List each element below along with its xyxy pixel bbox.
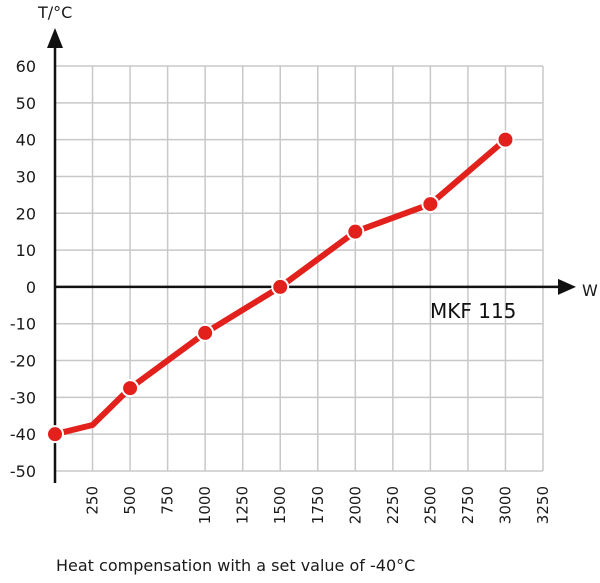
x-tick-labels: 250 500 750 1000 1250 1500 1750 2000 2250 2500 275… (84, 486, 552, 524)
x-tick-label: 1500 (271, 486, 289, 524)
y-tick-label: 0 (26, 278, 36, 297)
x-tick-label: 3250 (534, 486, 552, 524)
y-tick-label: -10 (10, 315, 36, 334)
x-tick-label: 2750 (459, 486, 477, 524)
x-tick-label: 2250 (384, 486, 402, 524)
data-point (196, 323, 215, 342)
data-point (421, 195, 440, 214)
y-axis-arrow (47, 28, 63, 48)
series-label: MKF 115 (430, 299, 516, 323)
y-tick-label: 30 (16, 167, 36, 186)
x-tick-label: 1000 (196, 486, 214, 524)
x-tick-label: 3000 (496, 486, 514, 524)
axes (47, 28, 576, 483)
data-point (496, 130, 515, 149)
x-tick-label: 1250 (234, 486, 252, 524)
data-point (121, 379, 140, 398)
x-tick-label: 250 (84, 486, 102, 515)
x-axis-arrow (558, 278, 576, 295)
x-axis-label: W (582, 281, 598, 300)
y-tick-label: 60 (16, 57, 36, 76)
y-tick-label: 50 (16, 94, 36, 113)
y-tick-label: 20 (16, 204, 36, 223)
x-tick-label: 750 (159, 486, 177, 515)
y-axis-label: T/°C (37, 3, 72, 22)
x-tick-label: 500 (121, 486, 139, 515)
y-tick-label: -30 (10, 388, 36, 407)
x-tick-label: 2000 (346, 486, 364, 524)
grid (55, 65, 544, 472)
x-tick-label: 2500 (421, 486, 439, 524)
y-tick-label: -20 (10, 352, 36, 371)
y-tick-label: -40 (10, 425, 36, 444)
x-tick-label: 1750 (309, 486, 327, 524)
series-line (52, 136, 509, 438)
series-group (46, 130, 515, 444)
y-tick-labels: 60 50 40 30 20 10 0 -10 -20 -30 -40 -50 (10, 57, 36, 481)
y-tick-label: 10 (16, 241, 36, 260)
data-point (346, 222, 365, 241)
y-tick-label: 40 (16, 131, 36, 150)
figure-caption: Heat compensation with a set value of -4… (56, 556, 416, 575)
y-tick-label: -50 (10, 462, 36, 481)
data-point (46, 425, 64, 444)
data-point (271, 277, 290, 296)
